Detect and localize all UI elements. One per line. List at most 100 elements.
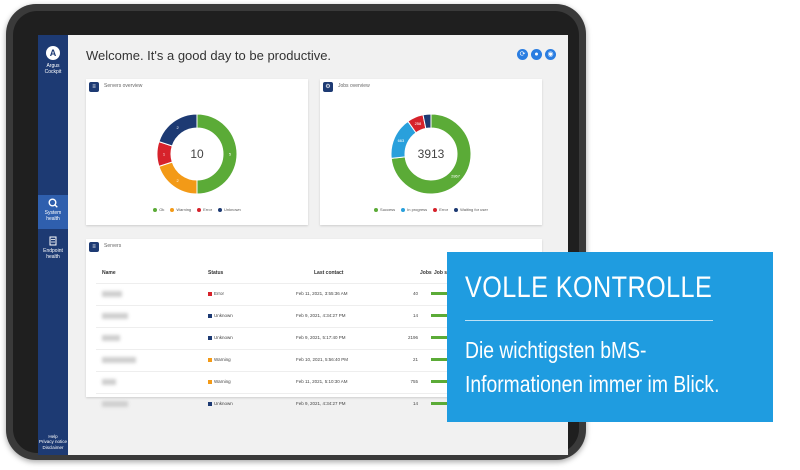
server-name-redacted — [102, 313, 128, 319]
server-status: Warning — [208, 357, 231, 362]
sidebar-item-system-health[interactable]: System health — [38, 195, 68, 229]
legend-swatch — [197, 207, 202, 212]
status-label: Error — [214, 291, 224, 296]
legend-label: Waiting for user — [460, 207, 488, 212]
job-count: 2196 — [407, 335, 418, 340]
server-status: Error — [208, 291, 224, 296]
card-header: ⚙ Jobs overview — [320, 79, 542, 95]
sidebar-footer: Help Privacy notice Disclaimer — [38, 434, 68, 451]
notification-icon[interactable]: ● — [531, 49, 542, 60]
donut-center-total: 3913 — [418, 147, 445, 161]
legend-swatch — [153, 207, 158, 212]
job-count: 14 — [412, 313, 418, 318]
server-name-redacted — [102, 335, 120, 341]
legend-item[interactable]: Waiting for user — [454, 207, 488, 212]
legend-swatch — [454, 207, 459, 212]
slice-label: 2 — [176, 125, 179, 130]
server-name-redacted — [102, 357, 136, 363]
jobs-legend: Success In progress Error Waiting for user — [320, 207, 542, 212]
server-icon — [49, 236, 57, 246]
status-square-icon — [208, 379, 212, 384]
legend-label: In progress — [407, 207, 428, 212]
page-title: Welcome. It's a good day to be productiv… — [86, 48, 332, 63]
argus-logo-icon[interactable]: A — [46, 46, 60, 60]
column-header-status[interactable]: Status — [208, 270, 224, 276]
slice-label: 663 — [398, 138, 405, 143]
legend-item[interactable]: Error — [433, 207, 448, 212]
legend-swatch — [374, 207, 379, 212]
server-status: Warning — [208, 379, 231, 384]
promo-text: Die wichtigsten bMS- Informationen immer… — [465, 333, 719, 401]
disclaimer-link[interactable]: Disclaimer — [42, 444, 64, 450]
card-title: Servers — [104, 243, 122, 249]
last-contact: Feb 11, 2021, 5:10:30 AM — [296, 379, 348, 384]
job-count: 40 — [412, 291, 418, 296]
legend-label: Unknown — [224, 207, 241, 212]
job-count: 755 — [410, 379, 418, 384]
last-contact: Feb 9, 2021, 4:34:27 PM — [296, 313, 346, 318]
legend-swatch — [218, 207, 223, 212]
status-square-icon — [208, 335, 212, 340]
status-square-icon — [208, 313, 212, 318]
help-link[interactable]: Help — [48, 433, 58, 439]
column-header-job-status[interactable]: Job status — [434, 270, 459, 276]
sidebar: A Argus Cockpit System health Endpoint h… — [38, 35, 68, 455]
donut-slice-waiting-for-user[interactable] — [422, 113, 432, 130]
legend-label: Error — [203, 207, 213, 212]
legend-label: Warning — [176, 207, 192, 212]
legend-label: Error — [439, 207, 449, 212]
legend-swatch — [401, 207, 406, 212]
legend-item[interactable]: Ok — [153, 207, 164, 212]
legend-item[interactable]: Unknown — [218, 207, 241, 212]
sidebar-item-endpoint-health[interactable]: Endpoint health — [38, 233, 68, 263]
legend-item[interactable]: Warning — [170, 207, 191, 212]
refresh-icon[interactable]: ⟳ — [517, 49, 528, 60]
legend-swatch — [170, 207, 175, 212]
legend-item[interactable]: In progress — [401, 207, 427, 212]
app-name: Argus Cockpit — [44, 63, 62, 75]
promo-title: VOLLE KONTROLLE — [465, 271, 713, 304]
column-header-name[interactable]: Name — [102, 270, 116, 276]
status-label: Unknown — [214, 313, 233, 318]
donut-slice-success[interactable] — [390, 113, 472, 195]
jobs-icon: ⚙ — [323, 82, 333, 92]
slice-label: 2867 — [451, 174, 461, 179]
server-name-redacted — [102, 291, 122, 297]
user-icon[interactable]: ◉ — [545, 49, 556, 60]
slice-label: 258 — [415, 121, 422, 126]
last-contact: Feb 9, 2021, 5:17:40 PM — [296, 335, 346, 340]
column-header-last-contact[interactable]: Last contact — [314, 270, 344, 276]
server-status: Unknown — [208, 313, 233, 318]
column-header-jobs[interactable]: Jobs — [420, 270, 432, 276]
last-contact: Feb 11, 2021, 3:55:36 AM — [296, 291, 348, 296]
server-name-redacted — [102, 401, 128, 407]
legend-label: Success — [380, 207, 396, 212]
health-icon — [48, 198, 58, 208]
servers-icon: ≡ — [89, 82, 99, 92]
privacy-link[interactable]: Privacy notice — [38, 439, 67, 444]
status-square-icon — [208, 291, 212, 296]
card-header: ≡ Servers — [86, 239, 542, 255]
status-label: Unknown — [214, 401, 233, 406]
servers-overview-card: ≡ Servers overview 5 2 1 2 10 Ok Warning Error… — [86, 79, 308, 225]
server-status: Unknown — [208, 335, 233, 340]
status-label: Unknown — [214, 335, 233, 340]
card-title: Servers overview — [104, 83, 143, 89]
slice-label: 1 — [163, 152, 166, 157]
server-name-redacted — [102, 379, 116, 385]
jobs-donut-chart: 2867 663 258 3913 — [390, 113, 472, 195]
legend-item[interactable]: Error — [197, 207, 212, 212]
status-square-icon — [208, 401, 212, 406]
donut-slice-unknown[interactable] — [158, 113, 198, 147]
legend-swatch — [433, 207, 438, 212]
server-status: Unknown — [208, 401, 233, 406]
servers-icon: ≡ — [89, 242, 99, 252]
donut-center-total: 10 — [190, 147, 204, 161]
servers-legend: Ok Warning Error Unknown — [86, 207, 308, 212]
last-contact: Feb 9, 2021, 4:34:27 PM — [296, 401, 346, 406]
promo-divider — [465, 320, 713, 321]
legend-item[interactable]: Success — [374, 207, 395, 212]
job-count: 21 — [412, 357, 418, 362]
servers-donut-chart: 5 2 1 2 10 — [156, 113, 238, 195]
legend-label: Ok — [159, 207, 165, 212]
